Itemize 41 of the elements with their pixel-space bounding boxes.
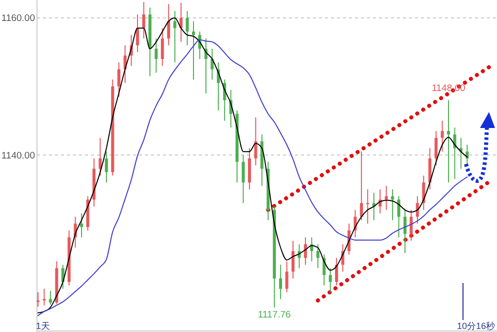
candlestick [254,116,258,166]
candlestick [154,38,158,74]
candlestick [384,185,388,210]
candlestick [210,48,214,80]
candlestick [335,257,338,286]
candlestick [366,188,370,224]
candlestick [80,212,84,238]
candlestick [136,14,140,53]
candlestick [192,20,195,80]
annotation: 1天 [36,321,50,331]
annotation: 10分16秒 [456,321,495,331]
candlestick [160,28,164,66]
candlestick [397,196,400,238]
candlestick [104,151,108,183]
candlestick [42,288,46,306]
candlestick [434,130,438,166]
candlestick [360,151,363,221]
candlestick [416,196,419,224]
candlestick [167,4,170,46]
y-tick-label: 1160.00 [1,13,35,24]
candlestick [98,137,102,176]
candlestick [242,154,245,204]
candlestick [173,10,176,63]
candlestick [316,244,320,269]
candlestick [447,100,450,183]
candlestick [328,268,332,293]
y-tick-label: 1140.00 [1,150,35,162]
candlestick [285,260,288,293]
candlestick [391,188,394,221]
annotation: 1117.76 [258,310,291,321]
candlestick [36,292,40,308]
candlestick [440,120,444,152]
candlestick [117,62,120,98]
candlestick [403,209,406,254]
candlestick [292,240,295,279]
candlestick [142,2,146,39]
candlestick [48,290,52,306]
candlestick [279,264,282,300]
candlestick [410,209,413,242]
candlestick [304,236,307,266]
candlestick [186,10,189,46]
